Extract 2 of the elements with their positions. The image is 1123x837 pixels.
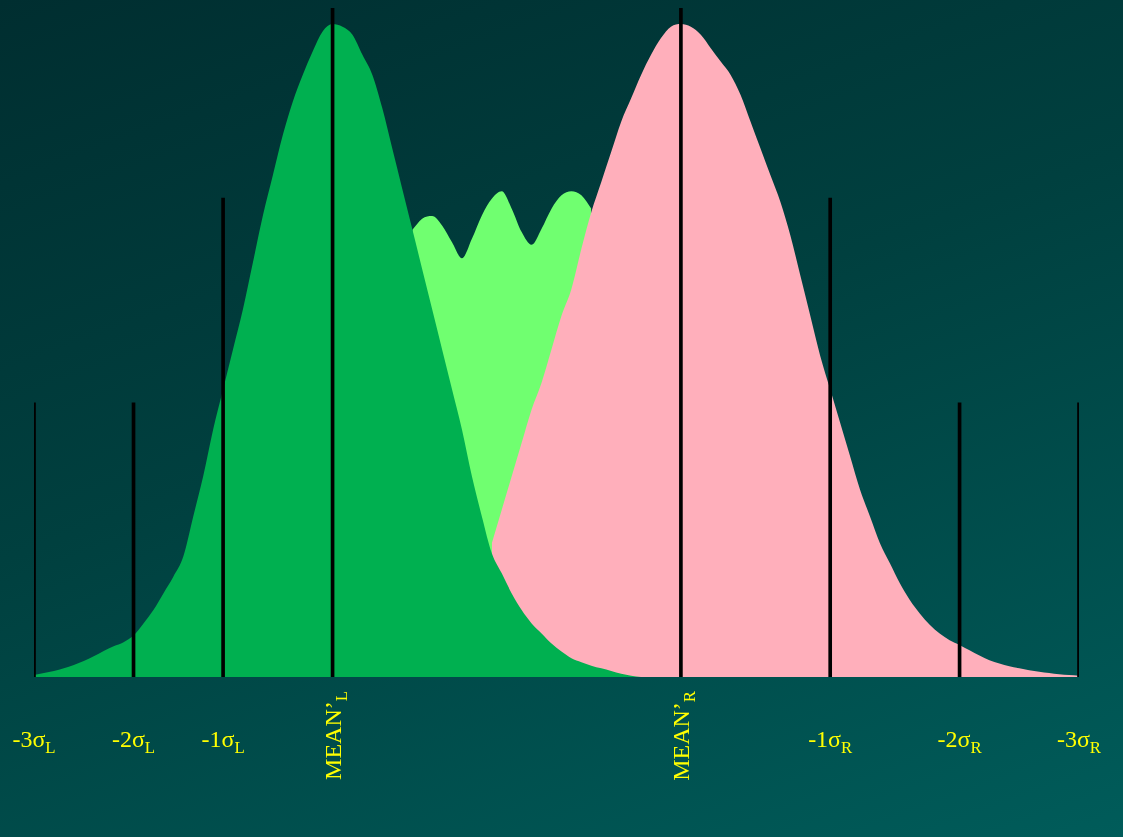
x-tick-label: MEAN’L (319, 690, 351, 780)
x-tick-label: MEAN’R (668, 690, 700, 781)
